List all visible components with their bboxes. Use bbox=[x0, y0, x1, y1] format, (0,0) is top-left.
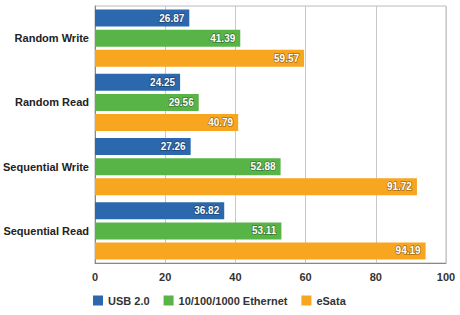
svg-text:eSata: eSata bbox=[316, 295, 346, 307]
svg-text:41.39: 41.39 bbox=[210, 33, 235, 44]
svg-text:20: 20 bbox=[159, 271, 171, 283]
svg-text:40.79: 40.79 bbox=[208, 117, 233, 128]
svg-text:Random Read: Random Read bbox=[15, 96, 89, 108]
svg-text:94.19: 94.19 bbox=[396, 245, 421, 256]
svg-text:27.26: 27.26 bbox=[161, 141, 186, 152]
svg-text:53.11: 53.11 bbox=[252, 225, 277, 236]
svg-text:52.88: 52.88 bbox=[251, 161, 276, 172]
svg-text:USB 2.0: USB 2.0 bbox=[108, 295, 150, 307]
svg-text:100: 100 bbox=[437, 271, 455, 283]
svg-text:Sequential Read: Sequential Read bbox=[3, 225, 89, 237]
svg-text:80: 80 bbox=[370, 271, 382, 283]
svg-text:60: 60 bbox=[299, 271, 311, 283]
svg-text:36.82: 36.82 bbox=[194, 205, 219, 216]
svg-text:29.56: 29.56 bbox=[169, 97, 194, 108]
svg-text:40: 40 bbox=[229, 271, 241, 283]
svg-text:Random Write: Random Write bbox=[15, 32, 89, 44]
svg-text:26.87: 26.87 bbox=[159, 13, 184, 24]
svg-text:24.25: 24.25 bbox=[150, 77, 175, 88]
svg-text:91.72: 91.72 bbox=[387, 181, 412, 192]
svg-text:10/100/1000 Ethernet: 10/100/1000 Ethernet bbox=[179, 295, 288, 307]
svg-text:Sequential Write: Sequential Write bbox=[3, 161, 89, 173]
svg-text:0: 0 bbox=[92, 271, 98, 283]
svg-text:59.57: 59.57 bbox=[274, 53, 299, 64]
